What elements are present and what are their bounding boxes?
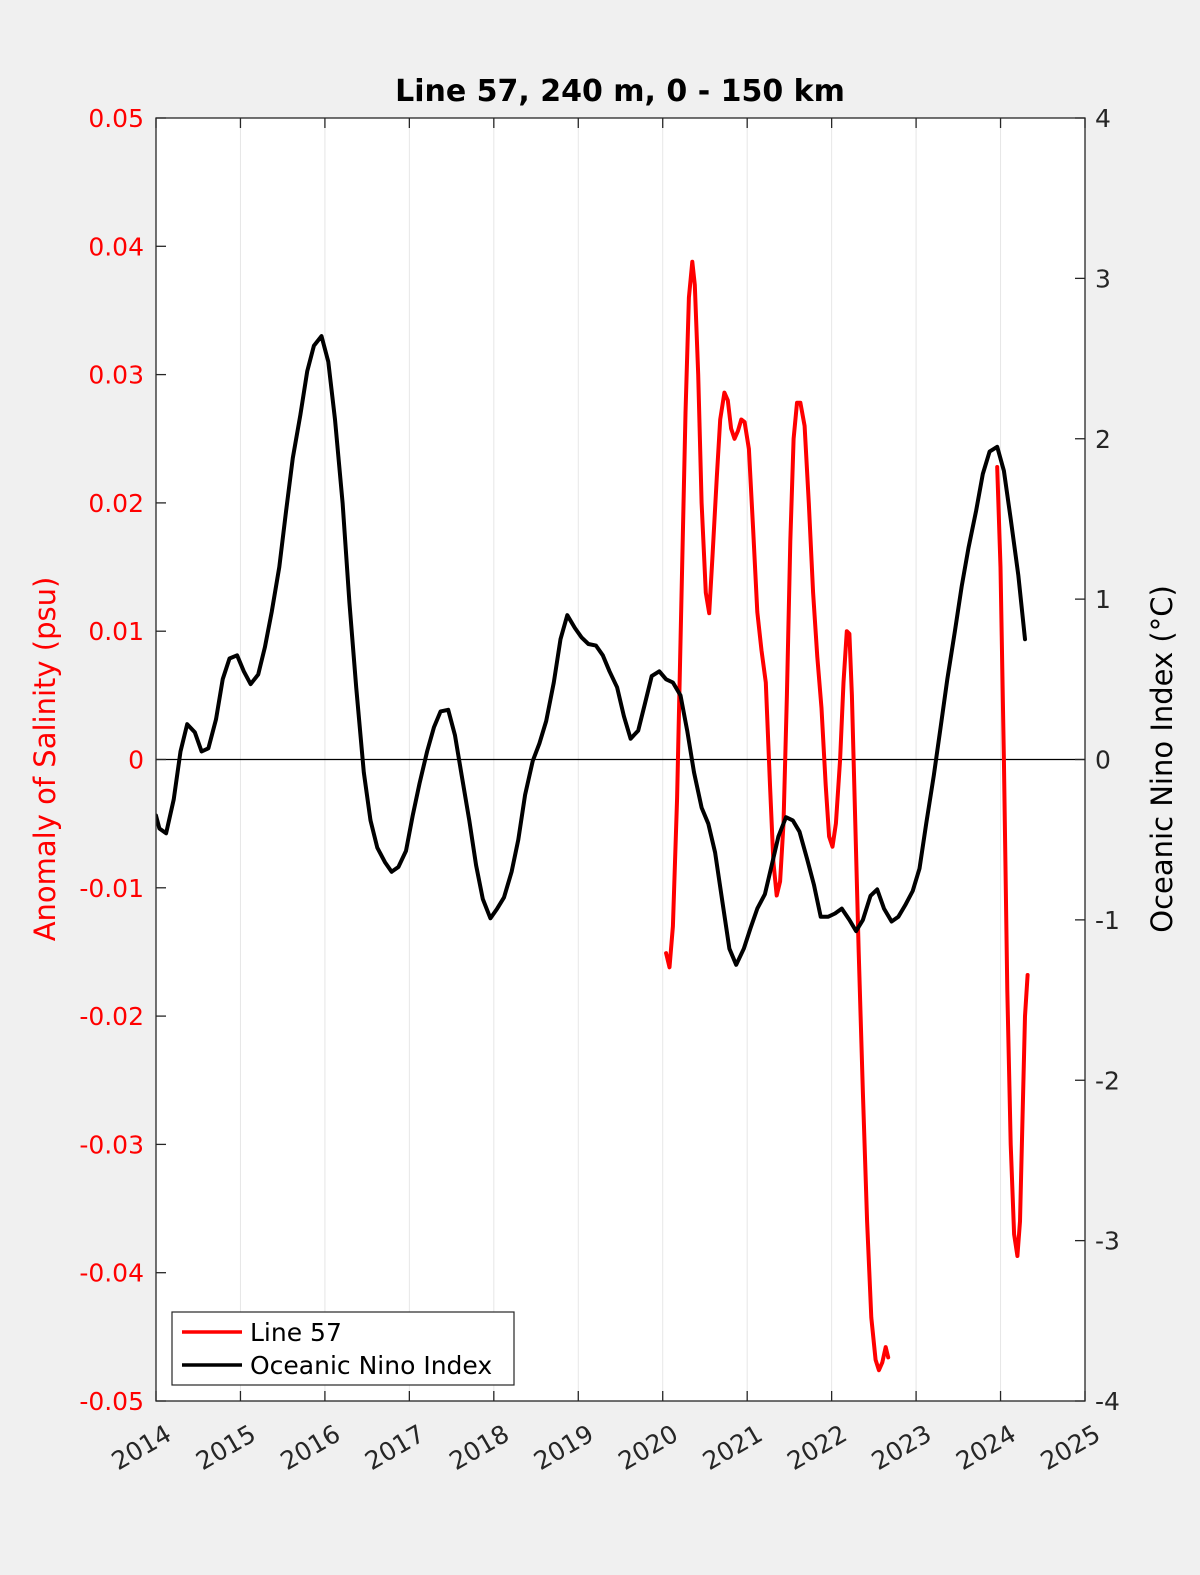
y-right-tick-label: 0	[1095, 746, 1111, 775]
chart-title: Line 57, 240 m, 0 - 150 km	[395, 74, 845, 109]
y-left-tick-label: -0.01	[79, 874, 144, 903]
series-line-line-57	[664, 259, 891, 1373]
y-right-tick-label: 4	[1095, 104, 1111, 133]
ticks	[155, 117, 1086, 1402]
y-left-tick-label: 0.03	[88, 361, 144, 390]
y-left-tick-label: -0.02	[79, 1002, 144, 1031]
y-left-tick-label: 0.01	[88, 617, 144, 646]
series-line-line-57	[995, 465, 1030, 1258]
y-right-tick-label: -1	[1095, 906, 1120, 935]
y-right-tick-label: -2	[1095, 1066, 1120, 1095]
y-right-tick-label: -4	[1095, 1387, 1120, 1416]
y-right-tick-label: -3	[1095, 1227, 1120, 1256]
y-left-tick-label: -0.03	[79, 1130, 144, 1159]
y-left-tick-label: -0.05	[79, 1387, 144, 1416]
y-left-tick-label: 0.05	[88, 104, 144, 133]
legend-label-oni: Oceanic Nino Index	[250, 1351, 492, 1380]
y-left-tick-label: 0	[128, 746, 144, 775]
y-left-tick-label: 0.02	[88, 489, 144, 518]
y-right-tick-label: 1	[1095, 585, 1111, 614]
legend-label-line57: Line 57	[250, 1318, 342, 1347]
y-left-axis-label: Anomaly of Salinity (psu)	[28, 577, 62, 942]
series-layer	[156, 259, 1030, 1373]
y-left-tick-label: -0.04	[79, 1259, 144, 1288]
y-left-tick-label: 0.04	[88, 232, 144, 261]
series-line-oceanic-nino-index	[156, 334, 1027, 967]
y-right-tick-label: 2	[1095, 425, 1111, 454]
legend: Line 57 Oceanic Nino Index	[171, 1311, 515, 1386]
y-right-axis-label: Oceanic Nino Index (°C)	[1145, 585, 1179, 933]
legend-box	[171, 1311, 515, 1386]
y-right-tick-label: 3	[1095, 264, 1111, 293]
